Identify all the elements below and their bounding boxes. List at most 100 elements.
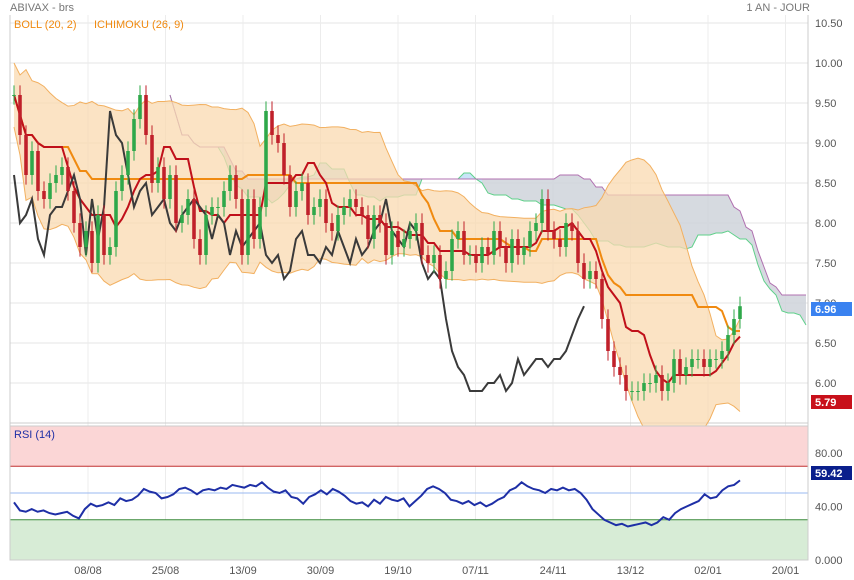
cloud-segment: [554, 175, 560, 207]
cloud-segment: [698, 195, 704, 235]
candle-body: [306, 183, 310, 215]
cloud-segment: [686, 195, 692, 249]
candle-body: [162, 167, 166, 199]
candle-body: [54, 175, 58, 183]
candle-body: [594, 271, 598, 279]
candle-body: [390, 231, 394, 255]
candle-body: [150, 135, 154, 183]
candle-body: [312, 207, 316, 215]
rsi-value: 59.42: [815, 468, 843, 480]
candle-body: [678, 359, 682, 375]
candle-body: [126, 151, 130, 175]
cloud-segment: [794, 295, 800, 315]
candle-body: [732, 319, 736, 335]
candle-body: [108, 247, 112, 255]
candle-body: [570, 223, 574, 231]
candle-body: [48, 183, 52, 199]
candle-body: [624, 375, 628, 391]
candle-body: [324, 199, 328, 223]
candle-body: [576, 231, 580, 263]
candle-body: [588, 271, 592, 279]
candle-body: [510, 239, 514, 263]
cloud-segment: [536, 179, 542, 205]
candle-body: [186, 199, 190, 215]
date-tick-label: 02/01: [694, 565, 722, 577]
candle-body: [402, 239, 406, 247]
candle-body: [720, 351, 724, 359]
cloud-segment: [782, 295, 788, 313]
candle-body: [540, 199, 544, 223]
cloud-segment: [704, 195, 710, 235]
candle-body: [30, 151, 34, 175]
candle-body: [372, 215, 376, 239]
rsi-tick-label: 0.000: [815, 555, 843, 567]
rsi-oversold-zone: [10, 519, 808, 560]
bollinger-upper: [13, 62, 741, 341]
rsi-tick-label: 40.00: [815, 501, 843, 513]
cloud-segment: [512, 179, 518, 199]
price-axis: 10.5010.009.509.008.508.007.507.006.506.…: [815, 18, 843, 390]
legend-boll: BOLL (20, 2): [14, 19, 77, 31]
candle-body: [630, 391, 634, 392]
candle-body: [468, 255, 472, 256]
date-tick-label: 24/11: [540, 565, 567, 577]
candle-body: [648, 383, 652, 384]
candle-body: [636, 391, 640, 392]
candle-body: [288, 175, 292, 207]
candle-body: [78, 223, 82, 247]
date-tick-label: 20/01: [772, 565, 800, 577]
cloud-segment: [560, 175, 566, 209]
rsi-value-badge-box: [811, 466, 852, 480]
cloud-segment: [464, 173, 470, 179]
candle-body: [456, 231, 460, 239]
cloud-segment: [572, 175, 578, 215]
rsi-label: RSI (14): [14, 429, 55, 441]
candle-body: [384, 223, 388, 255]
rsi-panel-border: [9, 425, 809, 561]
ichimoku-lines: [13, 94, 741, 394]
candle-body: [240, 199, 244, 255]
low-price-value: 5.79: [815, 397, 836, 409]
price-tick-label: 10.00: [815, 58, 843, 70]
candle-body: [246, 199, 250, 255]
period-selector[interactable]: 1 AN - JOUR: [746, 2, 810, 14]
low-price-badge: 5.79: [811, 395, 852, 409]
cloud-segment: [752, 231, 758, 265]
cloud-segment: [734, 207, 740, 239]
candle-body: [36, 151, 40, 191]
candle-body: [138, 95, 142, 119]
candle-body: [336, 215, 340, 231]
price-tick-label: 8.50: [815, 178, 836, 190]
candle-body: [582, 263, 586, 279]
low-price-badge-box: [811, 395, 852, 409]
cloud-segment: [692, 195, 698, 247]
candle-body: [396, 231, 400, 247]
cloud-segment: [494, 179, 500, 195]
price-tick-label: 9.00: [815, 138, 836, 150]
candle-body: [300, 183, 304, 191]
candle-body: [222, 191, 226, 207]
candle-body: [120, 175, 124, 191]
price-tick-label: 8.00: [815, 218, 836, 230]
candle-body: [672, 359, 676, 383]
candle-body: [198, 239, 202, 255]
candle-body: [12, 95, 16, 96]
candle-body: [528, 231, 532, 247]
candle-body: [90, 231, 94, 263]
candle-body: [360, 207, 364, 215]
candle-body: [660, 375, 664, 391]
price-tick-label: 10.50: [815, 18, 843, 30]
last-price-value: 6.96: [815, 304, 836, 316]
candle-body: [504, 247, 508, 263]
candle-body: [210, 207, 214, 215]
candle-body: [618, 367, 622, 375]
cloud-segment: [524, 179, 530, 201]
candle-body: [564, 223, 568, 247]
candle-body: [216, 207, 220, 208]
candle-body: [234, 175, 238, 199]
chart-title: ABIVAX - brs: [10, 2, 74, 14]
price-tick-label: 9.50: [815, 98, 836, 110]
candle-body: [84, 231, 88, 247]
candle-body: [330, 223, 334, 231]
candle-body: [228, 175, 232, 191]
